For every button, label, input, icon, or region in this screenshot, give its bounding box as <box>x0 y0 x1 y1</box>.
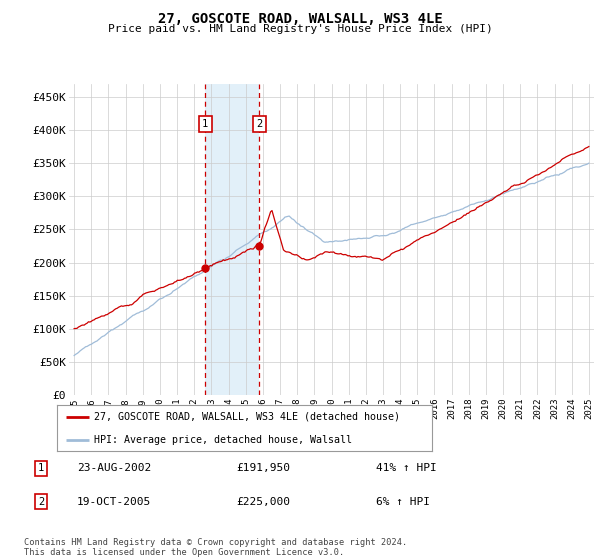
Text: 1: 1 <box>38 463 44 473</box>
Text: 1: 1 <box>202 119 208 129</box>
Text: £225,000: £225,000 <box>236 497 290 507</box>
Text: 41% ↑ HPI: 41% ↑ HPI <box>376 463 436 473</box>
Text: Contains HM Land Registry data © Crown copyright and database right 2024.
This d: Contains HM Land Registry data © Crown c… <box>24 538 407 557</box>
Text: 23-AUG-2002: 23-AUG-2002 <box>77 463 151 473</box>
Bar <box>205 84 259 395</box>
Text: £191,950: £191,950 <box>236 463 290 473</box>
Text: Price paid vs. HM Land Registry's House Price Index (HPI): Price paid vs. HM Land Registry's House … <box>107 24 493 34</box>
Text: 2: 2 <box>256 119 263 129</box>
Text: 27, GOSCOTE ROAD, WALSALL, WS3 4LE: 27, GOSCOTE ROAD, WALSALL, WS3 4LE <box>158 12 442 26</box>
Text: HPI: Average price, detached house, Walsall: HPI: Average price, detached house, Wals… <box>95 435 353 445</box>
Text: 6% ↑ HPI: 6% ↑ HPI <box>376 497 430 507</box>
Text: 19-OCT-2005: 19-OCT-2005 <box>77 497 151 507</box>
Text: 27, GOSCOTE ROAD, WALSALL, WS3 4LE (detached house): 27, GOSCOTE ROAD, WALSALL, WS3 4LE (deta… <box>95 412 401 422</box>
Text: 2: 2 <box>38 497 44 507</box>
